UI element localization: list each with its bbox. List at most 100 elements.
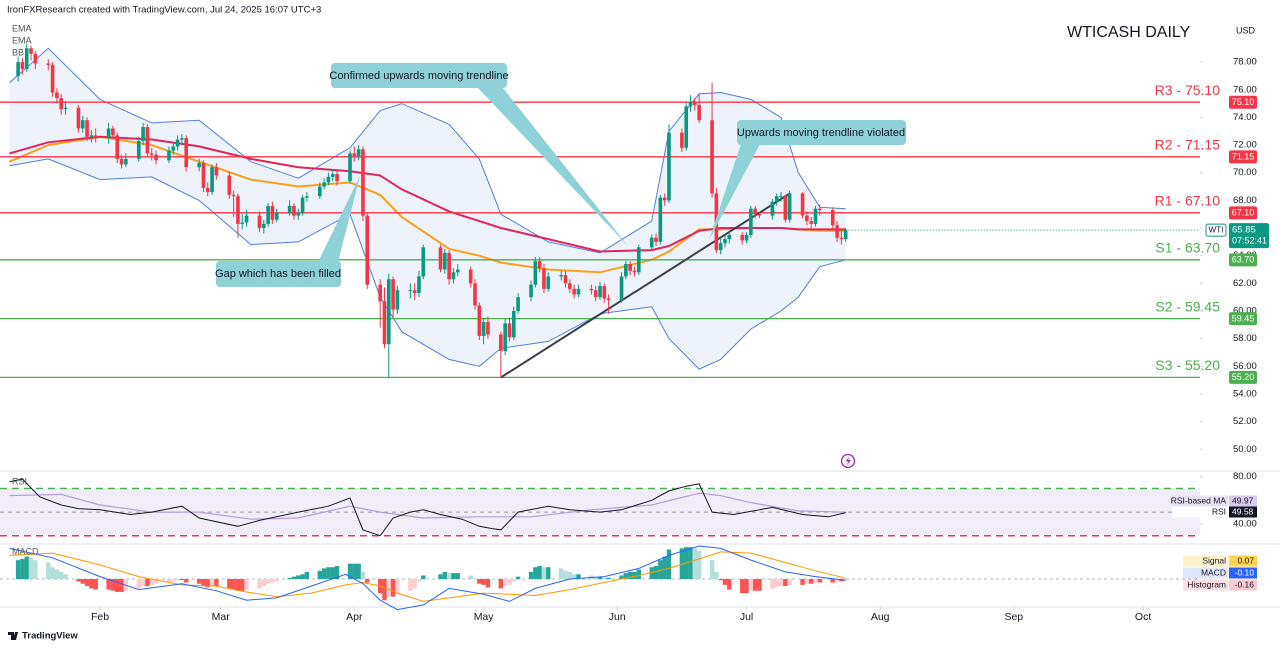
candle-body (149, 153, 154, 155)
candle-body (205, 187, 210, 193)
candle-body (266, 205, 270, 224)
rsi-badge-value-bg (1229, 506, 1257, 518)
level-badge-text: 71.15 (1232, 152, 1255, 162)
histogram-bar (209, 579, 215, 587)
histogram-bar (390, 579, 396, 597)
candle-body (455, 269, 460, 273)
macd-badge-name-bg (1183, 555, 1228, 567)
histogram-bar (709, 560, 715, 579)
candle-body (261, 223, 266, 229)
histogram-bar (830, 579, 835, 583)
histogram-bar (15, 560, 21, 579)
candle-body (779, 196, 783, 198)
histogram-bar (240, 579, 245, 591)
candle-body (628, 263, 632, 271)
histogram-bar (606, 577, 611, 579)
candle-body (141, 127, 145, 141)
candle-body (598, 286, 602, 298)
x-tick-label: Oct (1135, 611, 1151, 623)
candle-body (145, 127, 150, 154)
rsi-badge-value: 49.58 (1232, 506, 1254, 516)
histogram-bar (59, 571, 64, 579)
candle-body (443, 252, 447, 270)
x-tick-label: Apr (346, 611, 363, 623)
histogram-bar (28, 557, 34, 579)
histogram-bar (576, 574, 581, 579)
histogram-bar (119, 579, 124, 592)
plot-area: EMA EMA BB R3 - 75.10 R2 - 71.15 R1 - 67.10 S1… (0, 23, 1280, 623)
histogram-bar (63, 574, 68, 579)
candle-body (800, 193, 805, 216)
macd-badge-value-bg (1229, 579, 1257, 591)
candle-body (503, 323, 507, 352)
candle-body (300, 197, 305, 213)
histogram-bar (140, 579, 146, 587)
y-tick-label: 40.00 (1233, 518, 1257, 529)
countdown: 07:52:41 (1232, 235, 1267, 245)
candle-body (593, 290, 598, 298)
candle-body (236, 196, 240, 224)
candle-body (231, 194, 236, 197)
histogram-bar (714, 571, 719, 579)
candle-body (770, 201, 775, 216)
histogram-bar (627, 571, 633, 579)
histogram-bar (593, 576, 598, 579)
histogram-bar (515, 576, 521, 579)
y-tick-label: 52.00 (1233, 416, 1257, 427)
candle-body (80, 120, 85, 129)
histogram-bar (296, 575, 301, 579)
histogram-bar (653, 566, 659, 579)
candle-body (93, 135, 98, 139)
histogram-bar (481, 579, 486, 585)
candle-body (507, 323, 512, 338)
histogram-bar (451, 573, 456, 579)
histogram-bar (50, 567, 55, 579)
candle-body (365, 215, 370, 285)
candle-body (326, 176, 331, 183)
candle-body (649, 237, 654, 248)
y-tick-label: 78.00 (1233, 57, 1257, 68)
histogram-bar (261, 579, 266, 587)
histogram-bar (658, 560, 663, 579)
level-label: R1 - 67.10 (1155, 193, 1221, 209)
y-tick-label: 74.00 (1233, 112, 1257, 123)
histogram-bar (395, 579, 400, 595)
candle-body (774, 196, 779, 202)
histogram-bar (84, 579, 90, 587)
candle-body (499, 334, 503, 352)
histogram-bar (533, 567, 538, 579)
candle-body (576, 288, 581, 295)
candle-body (287, 205, 292, 213)
histogram-bar (347, 563, 353, 579)
histogram-bar (541, 567, 547, 579)
panel-title: RSI (12, 476, 27, 486)
y-tick-label: 50.00 (1233, 444, 1257, 455)
histogram-bar (688, 547, 693, 579)
histogram-bar (166, 579, 172, 583)
level-badge (1229, 150, 1257, 164)
candle-body (408, 290, 413, 292)
candle-body (813, 208, 818, 224)
panel-title: MACD (12, 546, 39, 556)
legend-entry: BB (12, 47, 24, 57)
histogram-bar (265, 579, 271, 584)
rsi-badge-name: RSI (1212, 506, 1226, 516)
histogram-bar (537, 566, 542, 579)
histogram-bar (722, 579, 728, 585)
candle-body (386, 279, 391, 345)
candle-body (718, 243, 723, 251)
histogram-bar (365, 579, 370, 583)
histogram-bar (787, 579, 792, 585)
candle-body (180, 138, 184, 140)
candle-body (55, 92, 59, 99)
histogram-bar (477, 579, 482, 584)
candle-body (382, 301, 387, 345)
symbol: WTI (1209, 226, 1224, 235)
candle-body (322, 182, 326, 187)
histogram-bar (813, 579, 818, 583)
candle-body (274, 212, 279, 220)
histogram-bar (571, 574, 577, 579)
candle-body (529, 284, 533, 298)
histogram-bar (149, 579, 154, 585)
symbol-badge (1205, 223, 1227, 237)
